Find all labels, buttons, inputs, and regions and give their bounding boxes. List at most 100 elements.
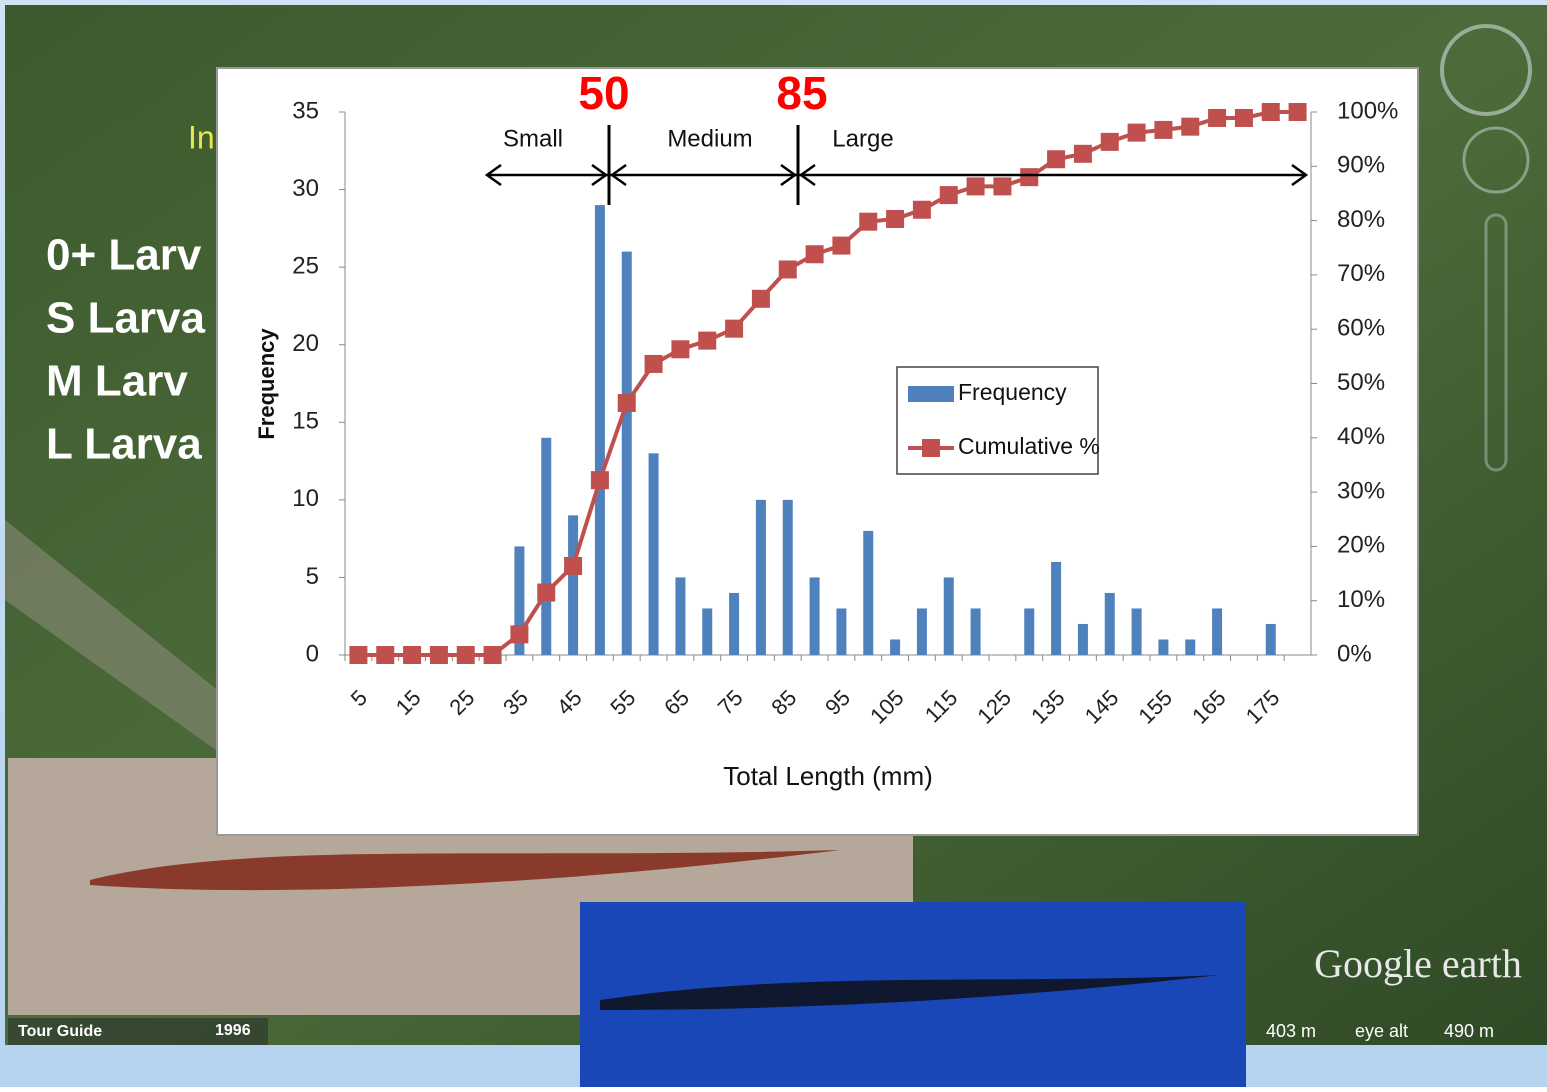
y-tick-label: 35 (292, 97, 319, 124)
larva-line: L Larva (46, 420, 202, 469)
slide: In 0+ Larv S Larva M Larv L Larva Google… (0, 0, 1547, 1087)
line-marker (993, 177, 1011, 195)
line-marker (940, 186, 958, 204)
bar (810, 577, 820, 655)
line-marker (1047, 150, 1065, 168)
bar (1185, 639, 1195, 655)
bar (1132, 608, 1142, 655)
line-marker (564, 557, 582, 575)
larva-line: M Larv (46, 357, 188, 406)
y-tick-label: 20 (292, 330, 319, 357)
range-label: Medium (667, 125, 752, 152)
chart-frame (217, 68, 1418, 835)
bar (863, 531, 873, 655)
line-marker (1101, 133, 1119, 151)
line-marker (376, 646, 394, 664)
bar (702, 608, 712, 655)
bar (1078, 624, 1088, 655)
y-tick-label: 5 (306, 563, 319, 590)
legend-label: Cumulative % (958, 433, 1100, 459)
boundary-label: 50 (578, 67, 629, 119)
bar (890, 639, 900, 655)
y2-tick-label: 10% (1337, 586, 1385, 613)
line-marker (510, 625, 528, 643)
line-marker (859, 213, 877, 231)
line-marker (457, 646, 475, 664)
range-label: Small (503, 125, 563, 152)
y2-tick-label: 60% (1337, 315, 1385, 342)
line-marker (806, 245, 824, 263)
y2-tick-label: 80% (1337, 206, 1385, 233)
y2-tick-label: 100% (1337, 97, 1398, 124)
bar (1158, 639, 1168, 655)
legend-label: Frequency (958, 379, 1067, 405)
line-marker (618, 394, 636, 412)
line-marker (752, 290, 770, 308)
line-marker (725, 320, 743, 338)
bar (568, 515, 578, 655)
y-tick-label: 25 (292, 252, 319, 279)
y2-tick-label: 20% (1337, 532, 1385, 559)
legend-swatch (922, 439, 940, 457)
line-marker (591, 471, 609, 489)
bar (1024, 608, 1034, 655)
bar (595, 205, 605, 655)
line-marker (349, 646, 367, 664)
imagery-year: 1996 (215, 1022, 251, 1039)
bar (729, 593, 739, 655)
bar (836, 608, 846, 655)
boundary-label: 85 (776, 67, 827, 119)
line-marker (1208, 109, 1226, 127)
bar (1266, 624, 1276, 655)
line-marker (1235, 109, 1253, 127)
y-axis-title: Frequency (254, 328, 279, 440)
line-marker (967, 177, 985, 195)
bar (622, 252, 632, 655)
bar (1212, 608, 1222, 655)
bar (971, 608, 981, 655)
larva-line: S Larva (46, 294, 206, 343)
eye-alt-label: eye alt (1355, 1021, 1408, 1041)
line-marker (430, 646, 448, 664)
line-marker (779, 260, 797, 278)
y2-tick-label: 0% (1337, 640, 1372, 667)
x-axis-title: Total Length (mm) (723, 761, 933, 791)
range-label: Large (832, 125, 893, 152)
line-marker (1154, 121, 1172, 139)
line-marker (1020, 168, 1038, 186)
line-marker (537, 584, 555, 602)
y2-tick-label: 30% (1337, 477, 1385, 504)
line-marker (913, 201, 931, 219)
distance: 403 m (1266, 1021, 1316, 1041)
line-marker (645, 355, 663, 373)
y2-tick-label: 50% (1337, 369, 1385, 396)
chart: 051015202530350%10%20%30%40%50%60%70%80%… (217, 67, 1418, 835)
line-marker (886, 210, 904, 228)
eye-alt: 490 m (1444, 1021, 1494, 1041)
bar (783, 500, 793, 655)
line-marker (403, 646, 421, 664)
line-marker (1128, 124, 1146, 142)
line-marker (1181, 118, 1199, 136)
bar (675, 577, 685, 655)
line-marker (484, 646, 502, 664)
legend-swatch (908, 386, 954, 402)
y2-tick-label: 90% (1337, 152, 1385, 179)
line-marker (1262, 103, 1280, 121)
y2-tick-label: 70% (1337, 260, 1385, 287)
line-marker (1074, 145, 1092, 163)
tour-guide[interactable]: Tour Guide (18, 1023, 102, 1040)
bar (1105, 593, 1115, 655)
larva-line: 0+ Larv (46, 231, 202, 280)
y2-tick-label: 40% (1337, 423, 1385, 450)
line-marker (698, 332, 716, 350)
bar (917, 608, 927, 655)
line-marker (832, 237, 850, 255)
y-tick-label: 30 (292, 175, 319, 202)
bar (756, 500, 766, 655)
bar (541, 438, 551, 655)
y-tick-label: 0 (306, 640, 319, 667)
bar (1051, 562, 1061, 655)
line-marker (1289, 103, 1307, 121)
google-earth-logo: Google earth (1314, 941, 1522, 986)
